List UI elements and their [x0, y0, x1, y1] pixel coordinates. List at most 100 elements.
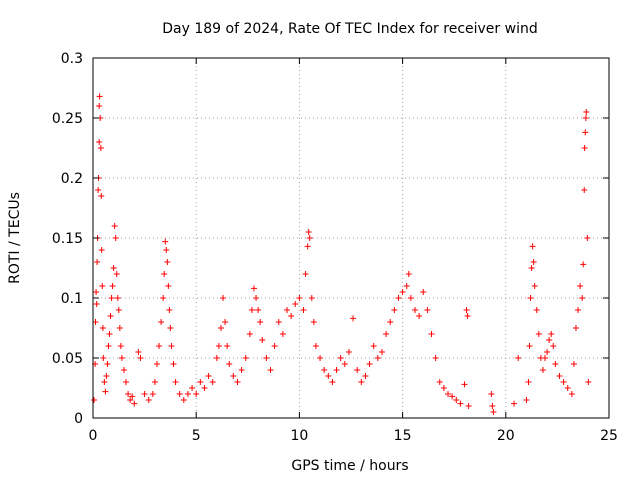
data-point — [366, 361, 373, 367]
data-point — [242, 355, 249, 361]
data-point — [120, 367, 127, 373]
data-point — [570, 361, 577, 367]
data-point — [527, 295, 534, 301]
data-point — [550, 343, 557, 349]
data-point — [575, 307, 582, 313]
data-point — [263, 355, 270, 361]
data-point — [531, 283, 538, 289]
data-point — [100, 355, 107, 361]
data-point — [117, 343, 124, 349]
data-point — [176, 391, 183, 397]
data-point — [488, 391, 495, 397]
data-point — [250, 285, 257, 292]
data-point — [141, 391, 148, 397]
data-point — [180, 397, 187, 403]
data-point — [257, 319, 264, 325]
x-tick-label: 0 — [89, 428, 98, 444]
data-point — [292, 301, 299, 307]
data-point — [568, 391, 575, 397]
data-point — [542, 355, 549, 361]
data-point — [582, 115, 589, 121]
data-point — [383, 331, 390, 337]
data-point — [511, 400, 518, 407]
data-point — [102, 388, 109, 395]
data-point — [416, 313, 423, 319]
data-point — [166, 307, 173, 313]
data-point — [525, 379, 532, 385]
data-point — [544, 349, 551, 355]
data-point — [234, 379, 241, 385]
data-point — [535, 331, 542, 337]
y-tick-label: 0.05 — [52, 351, 83, 367]
data-point — [464, 313, 471, 319]
y-tick-label: 0.1 — [61, 291, 83, 307]
data-point — [123, 379, 130, 385]
data-point — [428, 331, 435, 337]
data-point — [197, 379, 204, 385]
data-point — [193, 391, 200, 397]
data-point — [288, 313, 295, 319]
data-point — [248, 307, 255, 313]
y-tick-label: 0 — [74, 411, 83, 427]
data-point — [165, 283, 172, 289]
data-point — [399, 289, 406, 295]
y-tick-label: 0.15 — [52, 231, 83, 247]
data-point — [161, 271, 168, 277]
x-axis-label: GPS time / hours — [291, 458, 408, 474]
data-point — [304, 243, 311, 250]
axis-ticks: 0 5 10 15 20 25 0 0.05 0.1 0.15 0.2 0.25 0.3 — [52, 51, 618, 444]
data-point — [93, 289, 100, 295]
data-point — [341, 361, 348, 367]
data-point — [337, 355, 344, 361]
data-point — [118, 355, 125, 361]
data-point — [267, 367, 274, 373]
data-point — [582, 129, 589, 136]
data-point — [358, 379, 365, 385]
data-point — [523, 397, 530, 403]
data-point — [302, 271, 309, 277]
data-point — [539, 367, 546, 373]
data-point — [164, 259, 171, 265]
data-point — [440, 385, 447, 391]
data-point — [98, 193, 105, 199]
data-point — [528, 265, 535, 271]
data-point — [131, 400, 138, 407]
data-point — [581, 187, 588, 193]
data-point — [457, 400, 464, 407]
data-point — [105, 343, 112, 349]
x-tick-label: 25 — [600, 428, 618, 444]
data-point — [329, 379, 336, 385]
y-tick-label: 0.2 — [61, 171, 83, 187]
data-point — [581, 145, 588, 151]
data-point — [107, 313, 114, 319]
data-point — [127, 397, 134, 403]
data-point — [552, 361, 559, 367]
data-point — [215, 343, 222, 349]
data-point — [217, 325, 224, 331]
x-tick-label: 10 — [290, 428, 308, 444]
data-point — [115, 307, 122, 313]
data-point — [395, 295, 402, 301]
data-point — [98, 247, 105, 253]
data-point — [209, 379, 216, 385]
data-point — [321, 367, 328, 373]
data-point — [436, 379, 443, 385]
data-point — [246, 331, 253, 337]
data-point — [489, 403, 496, 409]
data-point — [205, 373, 212, 379]
data-point — [172, 379, 179, 385]
data-point — [125, 391, 132, 397]
data-point — [312, 343, 319, 349]
data-point — [465, 403, 472, 409]
data-point — [101, 379, 108, 385]
data-point — [305, 229, 312, 235]
data-point — [94, 259, 101, 265]
data-point — [432, 355, 439, 361]
data-point — [259, 337, 266, 343]
data-point — [580, 261, 587, 268]
data-point — [201, 385, 208, 391]
data-point — [279, 331, 286, 337]
data-point — [97, 145, 104, 151]
data-point — [156, 343, 163, 349]
